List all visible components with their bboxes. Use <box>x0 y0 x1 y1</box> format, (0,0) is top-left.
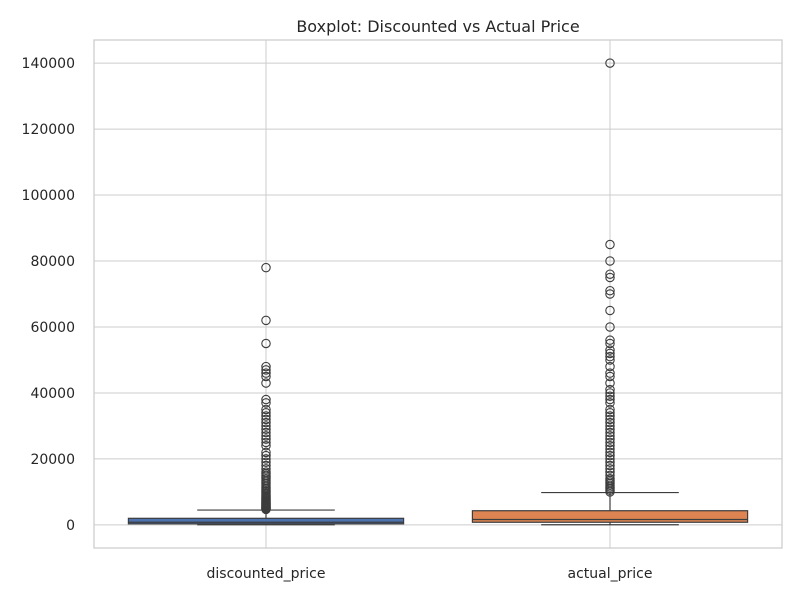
outlier-point <box>605 384 615 395</box>
outlier-point <box>261 437 271 448</box>
outlier-point <box>261 434 271 444</box>
outlier-point <box>605 450 615 461</box>
outlier-point <box>605 427 615 438</box>
outlier-point <box>605 289 615 299</box>
y-tick-label-1: 20000 <box>30 452 75 468</box>
outlier-point <box>605 378 615 388</box>
outlier-point <box>261 467 271 477</box>
outlier-point <box>261 450 271 461</box>
outlier-point <box>605 391 615 402</box>
outlier-point <box>605 371 615 382</box>
outlier-point <box>261 447 271 458</box>
outlier-point <box>605 440 615 451</box>
outlier-point <box>261 361 271 372</box>
outlier-point <box>605 351 615 362</box>
outlier-point <box>261 464 271 474</box>
outlier-point <box>261 411 271 421</box>
outlier-point <box>605 404 615 415</box>
outlier-point <box>261 421 271 431</box>
outlier-point <box>261 404 271 415</box>
outlier-point <box>605 368 615 378</box>
outlier-point <box>605 467 615 477</box>
box-group-actual_price <box>471 58 749 526</box>
outlier-point <box>605 411 615 421</box>
outlier-point <box>261 262 271 273</box>
plot-frame <box>93 39 783 549</box>
grid-lines <box>94 40 782 548</box>
outlier-point <box>605 272 615 283</box>
x-tick-label-1: actual_price <box>568 566 653 582</box>
outlier-point <box>605 335 615 345</box>
box-discounted_price <box>127 517 405 525</box>
outlier-point <box>605 361 615 372</box>
outlier-point <box>261 368 271 378</box>
outlier-point <box>605 355 615 365</box>
outlier-point <box>261 440 271 451</box>
y-axis: 0 20000 40000 60000 80000 100000 120000 140000 <box>22 56 75 534</box>
outlier-point <box>605 239 615 250</box>
outlier-point <box>605 305 615 316</box>
outlier-point <box>605 424 615 434</box>
outlier-point <box>605 58 615 68</box>
outlier-point <box>605 473 615 484</box>
outlier-point <box>261 378 271 388</box>
outlier-point <box>261 454 271 464</box>
outlier-point <box>605 322 615 332</box>
y-tick-label-3: 60000 <box>30 320 75 336</box>
outlier-point <box>605 431 615 441</box>
outlier-point <box>261 457 271 467</box>
outlier-point <box>605 421 615 431</box>
outlier-point <box>605 417 615 428</box>
box-actual_price <box>471 510 749 523</box>
outlier-point <box>605 345 615 355</box>
outlier-point <box>261 315 271 326</box>
outlier-point <box>261 427 271 438</box>
outlier-point <box>261 365 271 375</box>
y-tick-label-6: 120000 <box>22 122 75 138</box>
y-tick-label-2: 40000 <box>30 386 75 402</box>
outlier-point <box>605 460 615 471</box>
box-group-discounted_price <box>127 262 405 526</box>
y-tick-label-5: 100000 <box>22 188 75 204</box>
x-axis: discounted_price actual_price <box>207 566 653 582</box>
y-tick-label-4: 80000 <box>30 254 75 270</box>
outlier-point <box>261 460 271 471</box>
outlier-point <box>261 417 271 428</box>
chart-title: Boxplot: Discounted vs Actual Price <box>296 17 579 36</box>
y-tick-label-7: 140000 <box>22 56 75 72</box>
outlier-point <box>261 371 271 382</box>
outlier-point <box>605 338 615 349</box>
outlier-point <box>261 394 271 405</box>
outlier-point <box>605 464 615 474</box>
outlier-point <box>605 285 615 296</box>
outlier-point <box>261 424 271 434</box>
outlier-point <box>605 447 615 458</box>
outlier-point <box>605 398 615 408</box>
outlier-point <box>261 338 271 349</box>
x-tick-label-0: discounted_price <box>207 566 326 582</box>
outlier-point <box>261 414 271 425</box>
outlier-point <box>261 398 271 408</box>
outlier-point <box>605 434 615 444</box>
outlier-point <box>605 457 615 467</box>
outlier-point <box>605 470 615 481</box>
outlier-point <box>605 444 615 454</box>
outlier-point <box>605 348 615 359</box>
outlier-point <box>605 414 615 425</box>
outlier-point <box>605 394 615 405</box>
boxes <box>127 58 749 526</box>
outlier-point <box>605 437 615 448</box>
y-tick-label-0: 0 <box>66 518 75 534</box>
outlier-point <box>605 256 615 266</box>
outlier-point <box>605 454 615 464</box>
outlier-point <box>261 431 271 441</box>
outlier-point <box>605 388 615 398</box>
outlier-point <box>605 408 615 418</box>
outlier-point <box>605 269 615 279</box>
outlier-point <box>261 408 271 418</box>
